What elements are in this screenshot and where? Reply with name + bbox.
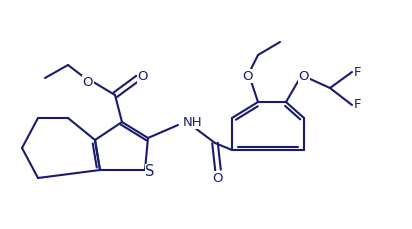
Text: NH: NH [183,115,203,128]
Text: S: S [145,164,154,180]
Text: F: F [354,65,362,79]
Text: O: O [243,69,253,82]
Text: O: O [299,69,309,82]
Text: F: F [354,98,362,112]
Text: O: O [83,76,93,88]
Text: O: O [213,172,223,185]
Text: O: O [138,71,148,84]
